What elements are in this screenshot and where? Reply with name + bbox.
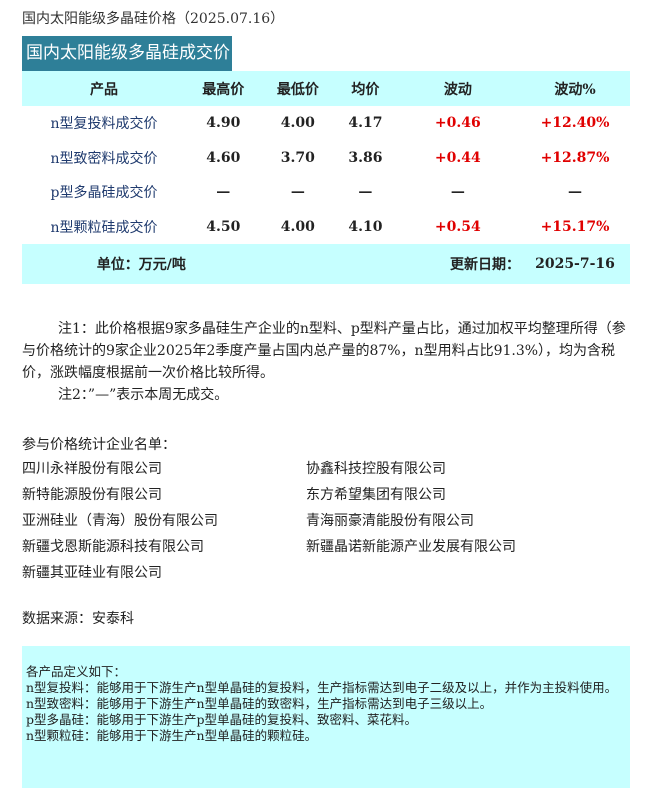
definition: p型多晶硅：能够用于下游生产p型单晶硅的复投料、致密料、菜花料。 bbox=[26, 712, 418, 727]
cell: +0.54 bbox=[434, 218, 481, 235]
product-name: n型复投料成交价 bbox=[50, 116, 158, 133]
col-header: 最高价 bbox=[202, 81, 245, 98]
definitions-box: 各产品定义如下： n型复投料：能够用于下游生产n型单晶硅的复投料，生产指标需达到… bbox=[22, 646, 630, 788]
col-header: 产品 bbox=[90, 81, 118, 98]
definition: n型颗粒硅：能够用于下游生产n型单晶硅的颗粒硅。 bbox=[26, 728, 318, 743]
cell: +12.40% bbox=[540, 115, 610, 132]
cell: — bbox=[290, 184, 305, 201]
note-1: 注1：此价格根据9家多晶硅生产企业的n型料、p型料产量占比，通过加权平均整理所得… bbox=[22, 321, 626, 381]
cell: — bbox=[358, 184, 373, 201]
product-name: n型颗粒硅成交价 bbox=[50, 219, 158, 236]
section-title: 国内太阳能级多晶硅成交价 bbox=[22, 36, 232, 71]
col-header: 波动% bbox=[554, 81, 596, 98]
company-name: 新特能源股份有限公司 bbox=[22, 487, 162, 503]
table-header: 产品 最高价 最低价 均价 波动 波动% bbox=[22, 71, 630, 106]
cell: +0.46 bbox=[434, 115, 481, 132]
update-date: 2025-7-16 bbox=[535, 256, 615, 272]
company-name: 四川永祥股份有限公司 bbox=[22, 461, 162, 477]
col-header: 波动 bbox=[443, 81, 472, 98]
table-row: p型多晶硅成交价 — — — — — bbox=[22, 175, 630, 210]
table-row: n型致密料成交价 4.60 3.70 3.86 +0.44 +12.87% bbox=[22, 141, 630, 176]
cell: — bbox=[568, 184, 582, 201]
col-header: 均价 bbox=[351, 81, 380, 98]
product-name: n型致密料成交价 bbox=[50, 150, 158, 167]
company-name: 新疆其亚硅业有限公司 bbox=[22, 565, 162, 581]
cell: 4.60 bbox=[206, 149, 241, 166]
cell: +15.17% bbox=[540, 218, 610, 235]
definition: n型复投料：能够用于下游生产n型单晶硅的复投料，生产指标需达到电子二级及以上，并… bbox=[26, 680, 618, 695]
definition: n型致密料：能够用于下游生产n型单晶硅的致密料，生产指标需达到电子三级以上。 bbox=[26, 696, 493, 711]
table-row: n型颗粒硅成交价 4.50 4.00 4.10 +0.54 +15.17% bbox=[22, 210, 630, 245]
company-name: 新疆晶诺新能源产业发展有限公司 bbox=[306, 539, 516, 555]
update-label: 更新日期： bbox=[450, 257, 520, 273]
price-table: 产品 最高价 最低价 均价 波动 波动% n型复投料成交价 4.90 4.00 4.1… bbox=[22, 71, 630, 284]
definition: 各产品定义如下： bbox=[26, 664, 127, 679]
cell: 4.00 bbox=[280, 115, 315, 132]
cell: — bbox=[450, 184, 465, 201]
table-row: n型复投料成交价 4.90 4.00 4.17 +0.46 +12.40% bbox=[22, 106, 630, 141]
note-2: 注2：”—”表示本周无成交。 bbox=[58, 387, 229, 403]
company-name: 亚洲硅业（青海）股份有限公司 bbox=[22, 513, 218, 529]
cell: 4.17 bbox=[348, 115, 383, 132]
notes: 注1：此价格根据9家多晶硅生产企业的n型料、p型料产量占比，通过加权平均整理所得… bbox=[22, 318, 632, 406]
cell: 3.86 bbox=[348, 149, 383, 166]
cell: +12.87% bbox=[540, 149, 610, 166]
product-name: p型多晶硅成交价 bbox=[50, 185, 158, 202]
unit-label: 单位：万元/吨 bbox=[96, 257, 186, 273]
company-name: 东方希望集团有限公司 bbox=[306, 487, 446, 503]
company-name: 青海丽豪清能股份有限公司 bbox=[306, 513, 474, 529]
cell: +0.44 bbox=[434, 149, 481, 166]
cell: 4.10 bbox=[348, 218, 383, 235]
col-header: 最低价 bbox=[276, 81, 319, 98]
cell: 4.50 bbox=[206, 218, 241, 235]
company-name: 协鑫科技控股有限公司 bbox=[306, 461, 446, 477]
cell: — bbox=[216, 184, 231, 201]
table-footer: 单位：万元/吨 更新日期： 2025-7-16 bbox=[22, 244, 630, 284]
companies-title: 参与价格统计企业名单： bbox=[22, 437, 176, 453]
cell: 4.90 bbox=[206, 115, 241, 132]
data-source: 数据来源：安泰科 bbox=[22, 611, 134, 627]
company-name: 新疆戈恩斯能源科技有限公司 bbox=[22, 539, 204, 555]
page-title: 国内太阳能级多晶硅价格（2025.07.16） bbox=[22, 11, 285, 27]
cell: 3.70 bbox=[280, 149, 315, 166]
cell: 4.00 bbox=[280, 218, 315, 235]
